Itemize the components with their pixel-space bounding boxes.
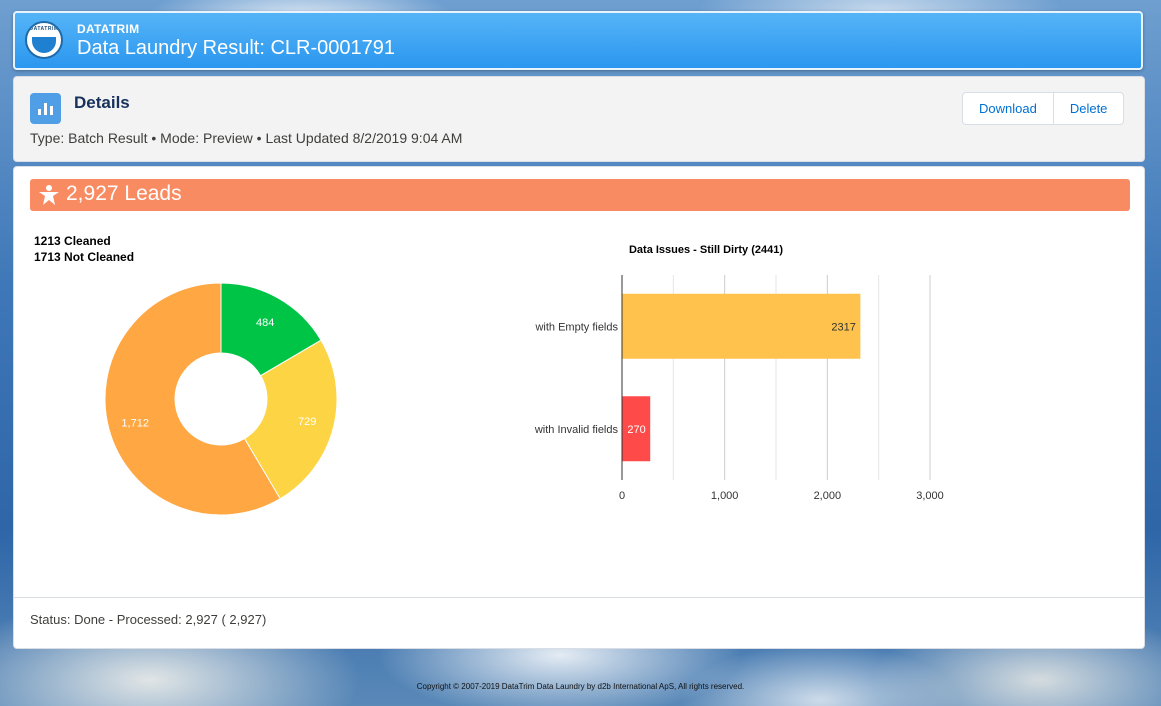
- donut-slice[interactable]: [220, 282, 322, 377]
- not-cleaned-count: 1713 Not Cleaned: [34, 250, 135, 264]
- donut-slice[interactable]: [243, 339, 338, 500]
- datatrim-logo: DATATRIM: [25, 21, 63, 59]
- donut-slice[interactable]: [104, 282, 281, 516]
- leads-banner: 2,927 Leads: [30, 179, 1130, 211]
- donut-slice-label: 729: [298, 416, 316, 428]
- page-title: Data Laundry Result: CLR-0001791: [77, 37, 395, 59]
- lead-person-icon: [39, 185, 59, 205]
- download-button[interactable]: Download: [979, 101, 1037, 116]
- bar-chart-title: Data Issues - Still Dirty (2441): [629, 244, 783, 256]
- donut-slice-label: 1,712: [121, 418, 149, 430]
- delete-button[interactable]: Delete: [1052, 93, 1124, 124]
- bar[interactable]: [621, 396, 651, 462]
- details-title: Details: [74, 93, 130, 112]
- leads-count: 2,927 Leads: [66, 182, 182, 205]
- bar[interactable]: [621, 293, 861, 359]
- app-header: DATATRIM DATATRIM Data Laundry Result: C…: [13, 11, 1143, 70]
- data-issues-bar-chart: Data Issues - Still Dirty (2441) 0 1,000 2,…: [534, 244, 944, 502]
- bar-value-label: 2317: [831, 321, 855, 333]
- action-button-group: Download Delete: [962, 92, 1125, 125]
- details-meta: Type: Batch Result • Mode: Preview • Las…: [30, 130, 463, 146]
- report-chart-icon: [30, 93, 61, 124]
- status-text: Status: Done - Processed: 2,927 ( 2,927): [30, 612, 267, 627]
- copyright-text: Copyright © 2007-2019 DataTrim Data Laun…: [416, 682, 745, 691]
- details-panel: Details Type: Batch Result • Mode: Previ…: [13, 76, 1145, 162]
- x-tick-label: 2,000: [814, 490, 842, 502]
- x-tick-label: 3,000: [916, 490, 944, 502]
- cleaned-count: 1213 Cleaned: [34, 234, 111, 248]
- status-divider: [14, 597, 1144, 598]
- logo-water-shape: [32, 37, 56, 53]
- cleaning-donut-chart: 484 729 1,712: [104, 282, 338, 516]
- donut-slice-label: 484: [256, 317, 274, 329]
- category-label: with Empty fields: [534, 321, 618, 333]
- category-label: with Invalid fields: [534, 424, 619, 436]
- result-panel: 2,927 Leads 1213 Cleaned 1713 Not Cleane…: [13, 166, 1145, 649]
- brand-label: DATATRIM: [77, 22, 140, 36]
- x-tick-label: 1,000: [711, 490, 739, 502]
- x-tick-label: 0: [619, 490, 625, 502]
- logo-text: DATATRIM: [29, 26, 59, 32]
- bar-value-label: 270: [627, 424, 645, 436]
